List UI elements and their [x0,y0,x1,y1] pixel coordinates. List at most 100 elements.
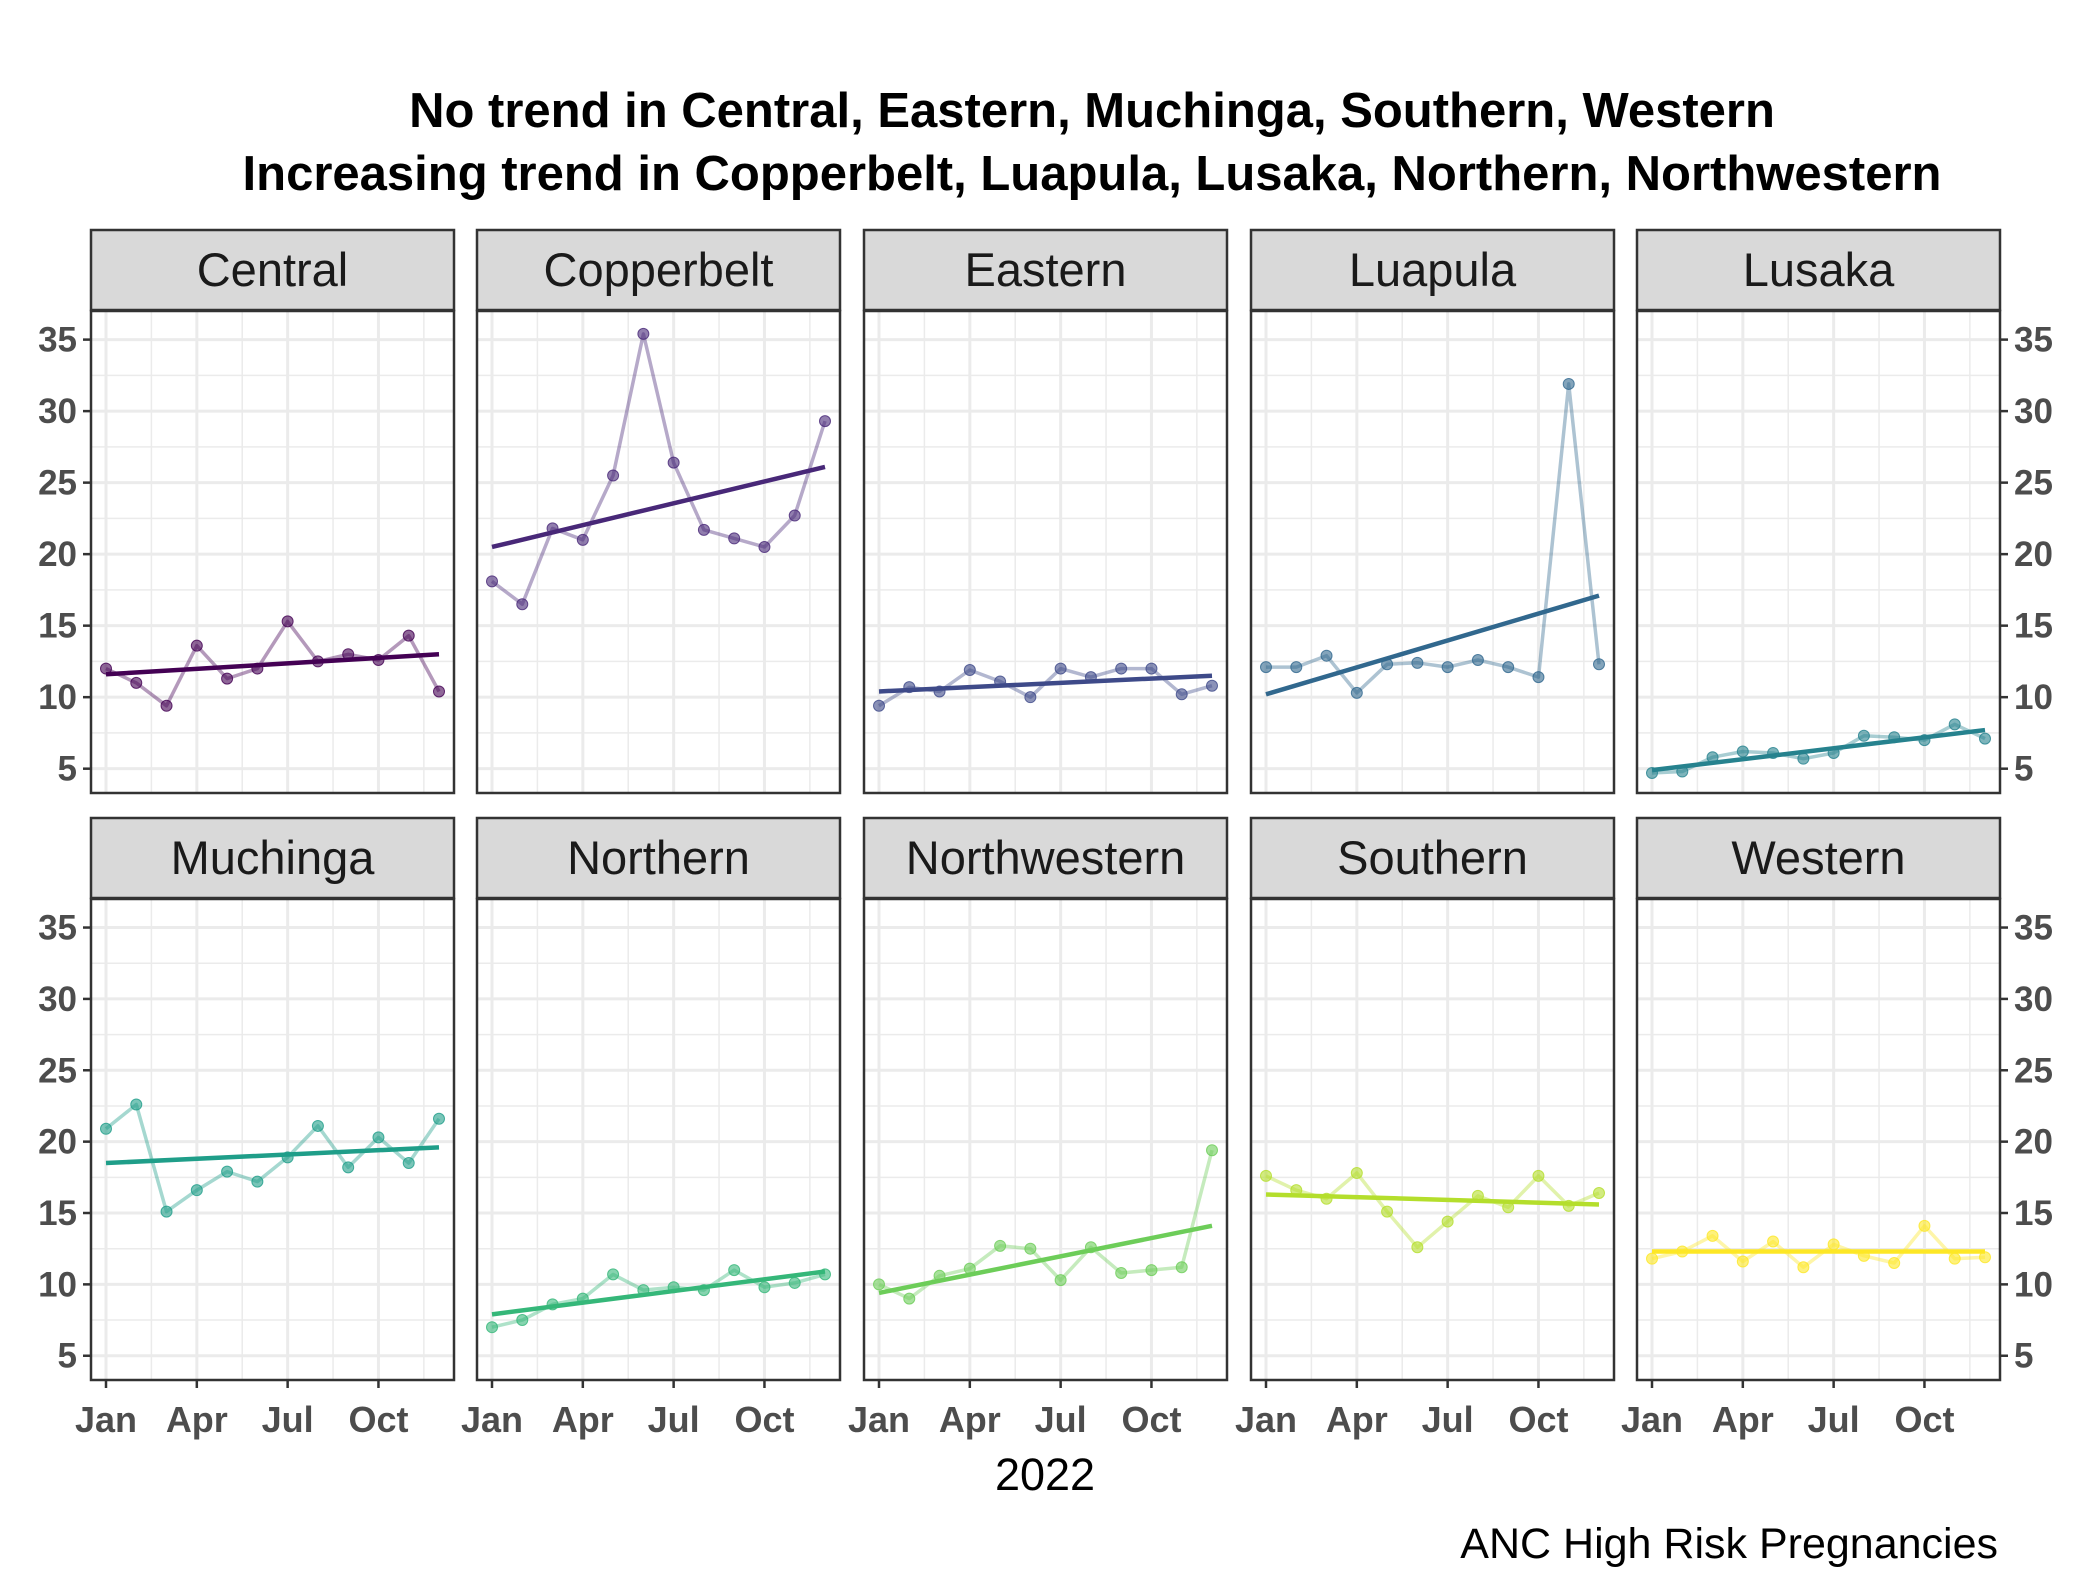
facet-label-copperbelt: Copperbelt [544,243,774,296]
data-point-eastern [1024,691,1037,704]
facet-label-luapula: Luapula [1349,243,1517,296]
series-line-copperbelt [490,332,827,606]
y-tick-label: 35 [2014,321,2053,360]
trend-line-northern [491,1269,826,1317]
data-point-southern [1381,1205,1394,1218]
data-point-western [1918,1219,1931,1232]
panel-lusaka: Lusaka 5 10 15 20 25 30 35 [1635,228,2053,795]
data-point-eastern [1054,662,1067,675]
y-tick-label: 30 [2014,392,2053,431]
data-point-southern [1532,1169,1545,1182]
data-point-lusaka [1797,752,1810,765]
x-tick-label: Jul [1808,1399,1860,1440]
data-point-copperbelt [486,575,498,588]
data-point-lusaka [1736,745,1749,758]
x-tick-label: Oct [734,1399,794,1440]
trend-line-central [105,652,440,677]
panel-copperbelt: Copperbelt [475,228,842,795]
trend-line-northwestern [878,1223,1213,1296]
y-tick-label: 25 [38,1051,77,1090]
data-point-luapula [1411,656,1424,669]
panel-background [1637,899,2000,1380]
y-tick-label: 20 [2014,535,2053,574]
facet-label-lusaka: Lusaka [1743,243,1895,296]
data-point-northwestern [903,1292,916,1305]
data-point-muchinga [402,1157,415,1170]
x-axis-label: 2022 [995,1449,1095,1500]
trend-line-eastern [878,673,1213,694]
data-point-copperbelt [667,456,680,469]
facet-label-western: Western [1731,831,1905,884]
x-tick-label: Apr [1712,1399,1774,1440]
panel-northern: Northern Jan Apr Jul Oct [461,816,842,1440]
facet-label-muchinga: Muchinga [171,831,376,884]
data-point-eastern [1206,679,1218,692]
data-point-muchinga [100,1122,112,1135]
panel-background [864,311,1227,793]
y-tick-label: 15 [38,607,77,646]
data-point-western [1827,1238,1840,1251]
data-point-muchinga [251,1175,264,1188]
data-point-eastern [1115,662,1128,675]
data-point-copperbelt [788,509,801,522]
y-tick-label: 5 [2014,750,2033,789]
data-point-lusaka [1948,718,1961,731]
data-point-luapula [1290,661,1303,674]
data-point-muchinga [190,1184,203,1197]
y-tick-label: 5 [58,1337,77,1376]
x-tick-label: Oct [1894,1399,1954,1440]
x-tick-label: Oct [348,1399,408,1440]
facet-strip [1249,228,1616,312]
data-point-eastern [1145,662,1158,675]
data-point-muchinga [160,1205,173,1218]
data-point-copperbelt [637,327,650,340]
y-tick-label: 20 [38,1123,77,1162]
facet-label-southern: Southern [1337,831,1528,884]
facet-strip [1249,816,1616,900]
data-point-muchinga [221,1165,234,1178]
y-tick-label: 5 [2014,1337,2033,1376]
data-point-northwestern [1206,1144,1218,1157]
panel-background [1251,311,1614,793]
data-point-eastern [873,699,885,712]
panel-northwestern: Northwestern Jan Apr Jul Oct [848,816,1229,1440]
data-point-northwestern [994,1239,1007,1252]
y-tick-label: 25 [38,464,77,503]
data-point-western [1888,1256,1901,1269]
x-tick-label: Jan [75,1399,137,1440]
facet-label-northern: Northern [567,831,750,884]
y-tick-label: 35 [2014,909,2053,948]
data-point-luapula [1441,661,1454,674]
facet-strip [1635,816,2002,900]
data-point-luapula [1320,649,1333,662]
facet-panels: Central 5 10 15 20 25 30 35 Copperbelt Eastern Lua… [38,228,2053,1440]
series-line-muchinga [104,1102,441,1214]
y-tick-label: 20 [38,535,77,574]
data-point-southern [1350,1167,1363,1180]
y-tick-label: 25 [2014,464,2053,503]
data-point-central [190,639,203,652]
y-tick-label: 10 [2014,678,2053,717]
data-point-central [433,685,445,698]
x-tick-label: Jan [1621,1399,1683,1440]
panel-background [1251,899,1614,1380]
data-point-copperbelt [516,598,529,611]
panel-background [91,311,454,793]
panel-background [864,899,1227,1380]
x-tick-label: Jul [648,1399,700,1440]
facet-strip [1635,228,2002,312]
panel-western: Western 5 10 15 20 25 30 35 Jan Apr Jul Oct [1621,816,2053,1440]
facet-strip [89,228,456,312]
data-point-copperbelt [819,415,831,428]
data-point-northern [788,1276,801,1289]
data-point-luapula [1532,671,1545,684]
panel-southern: Southern Jan Apr Jul Oct [1235,816,1616,1440]
trend-line-lusaka [1651,727,1986,773]
data-point-central [130,676,143,689]
panel-background [477,311,840,793]
data-point-southern [1441,1215,1454,1228]
data-point-luapula [1350,686,1363,699]
trend-line-luapula [1265,593,1600,697]
data-point-northwestern [1175,1261,1188,1274]
data-point-lusaka [1857,729,1870,742]
